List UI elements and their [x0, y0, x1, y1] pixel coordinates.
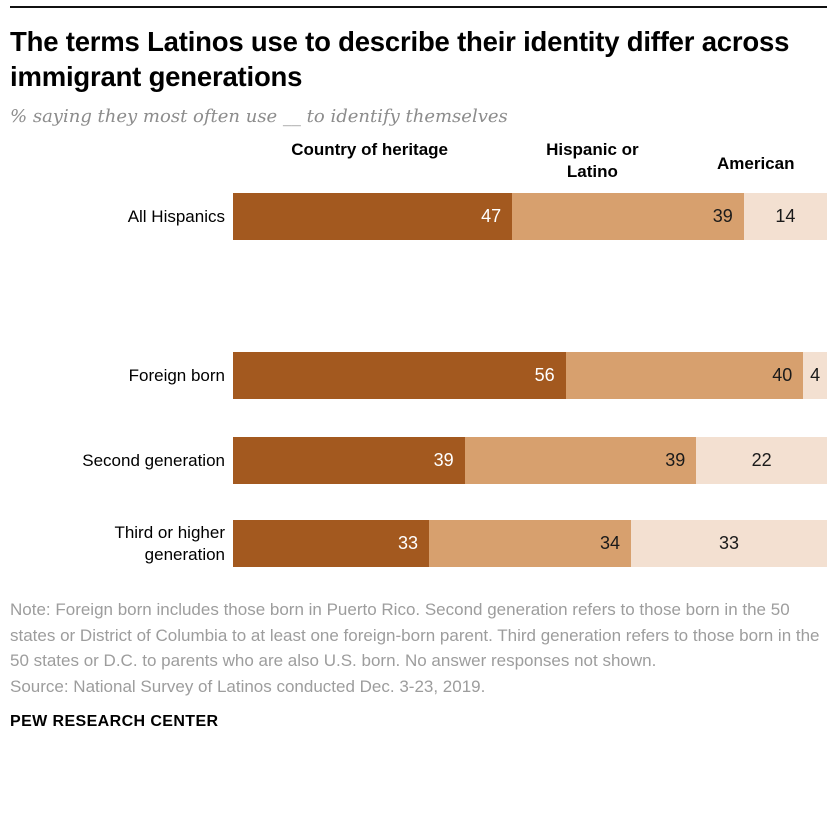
note-text: Note: Foreign born includes those born i… — [10, 600, 820, 671]
value-label: 33 — [718, 533, 739, 554]
value-label: 33 — [397, 533, 419, 554]
category-label: Second generation — [10, 450, 225, 472]
category-label-text: Second generation — [82, 450, 225, 470]
source-text: Source: National Survey of Latinos condu… — [10, 676, 486, 696]
value-label: 14 — [775, 206, 796, 227]
category-label-text: Foreign born — [128, 365, 225, 385]
bar-segment: 22 — [696, 437, 827, 485]
stacked-bar-chart: Country of heritage Hispanic or Latino Ame… — [10, 135, 827, 568]
bar-row: Third or higher generation 33 34 33 — [10, 520, 827, 568]
bar-segment: 14 — [743, 193, 827, 241]
bar-segment: 56 — [233, 352, 566, 400]
stacked-bar: 39 39 22 — [233, 437, 827, 485]
chart-title: The terms Latinos use to describe their … — [10, 26, 790, 93]
stacked-bar: 56 40 4 — [233, 352, 827, 400]
series-header-2: Hispanic or Latino — [546, 140, 639, 181]
value-label: 56 — [534, 365, 555, 386]
bar-segment: 39 — [512, 193, 744, 241]
value-label: 47 — [481, 206, 502, 227]
series-header-row: Country of heritage Hispanic or Latino Ame… — [233, 135, 827, 193]
series-header-3: American — [716, 154, 795, 174]
footer-block: Note: Foreign born includes those born i… — [10, 597, 827, 731]
bar-segment: 33 — [233, 520, 430, 568]
category-label-text: Third or higher generation — [114, 522, 225, 564]
stacked-bar: 47 39 14 — [233, 193, 827, 241]
bar-rows: All Hispanics 47 39 14 Foreign born 56 40 4 Seco… — [10, 193, 827, 568]
bar-row: All Hispanics 47 39 14 — [10, 193, 827, 241]
category-label: Foreign born — [10, 365, 225, 387]
value-label: 4 — [810, 365, 821, 386]
bar-segment: 47 — [233, 193, 513, 241]
bar-row: Second generation 39 39 22 — [10, 437, 827, 485]
bar-segment: 34 — [429, 520, 631, 568]
chart-subtitle: % saying they most often use __ to ident… — [10, 106, 508, 128]
value-label: 39 — [433, 450, 454, 471]
category-label-text: All Hispanics — [127, 206, 225, 226]
bar-segment: 40 — [565, 352, 804, 400]
bar-row: Foreign born 56 40 4 — [10, 352, 827, 400]
category-label: Third or higher generation — [10, 522, 225, 566]
value-label: 39 — [665, 450, 686, 471]
value-label: 34 — [599, 533, 620, 554]
brand-footer: PEW RESEARCH CENTER — [10, 713, 219, 731]
stacked-bar: 33 34 33 — [233, 520, 827, 568]
category-label: All Hispanics — [10, 206, 225, 228]
series-header-1: Country of heritage — [291, 140, 449, 160]
bar-segment: 4 — [803, 352, 827, 400]
top-rule — [10, 6, 827, 8]
value-label: 40 — [772, 365, 793, 386]
value-label: 39 — [712, 206, 733, 227]
bar-segment: 39 — [233, 437, 465, 485]
value-label: 22 — [751, 450, 772, 471]
bar-segment: 39 — [464, 437, 697, 485]
bar-segment: 33 — [630, 520, 827, 568]
